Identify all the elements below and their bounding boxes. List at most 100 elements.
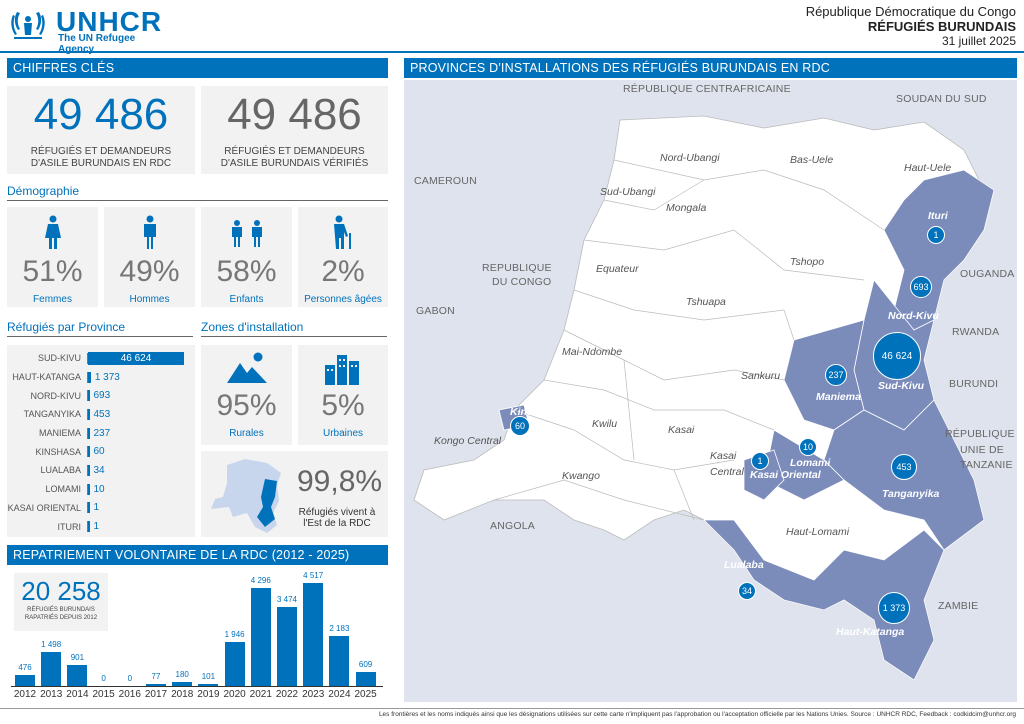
chart-bar [146, 684, 166, 686]
province-value: 453 [93, 408, 111, 420]
chart-tick-label: 2024 [328, 689, 351, 700]
refugee-count-bubble: 10 [799, 438, 817, 456]
country-label: DU CONGO [492, 276, 552, 288]
province-label: Kwilu [592, 418, 618, 430]
refugee-count-bubble: 237 [825, 364, 847, 386]
header-divider [0, 51, 1024, 53]
province-row: KINSHASA 60 [7, 442, 195, 461]
urban-pct: 5% [321, 389, 365, 422]
province-bar [88, 502, 90, 514]
chart-data-label: 1 946 [224, 629, 245, 639]
province-value: 34 [93, 464, 105, 476]
chart-tick-label: 2021 [249, 689, 272, 700]
province-name: NORD-KIVU [30, 390, 81, 401]
unhcr-logo: UNHCR The UN Refugee Agency [8, 6, 168, 55]
chart-bar [41, 651, 62, 686]
province-axis-tick [87, 408, 88, 420]
urban-box: 5% Urbaines [298, 345, 388, 445]
province-value: 1 373 [94, 371, 120, 383]
demo-men-box: 49% Hommes [104, 207, 195, 307]
country-label: RÉPUBLIQUE [945, 428, 1015, 440]
country-label: SOUDAN DU SUD [896, 93, 987, 105]
province-label: Lualaba [724, 559, 764, 571]
chart-data-label: 901 [70, 653, 85, 663]
chart-data-label: 0 [101, 674, 106, 683]
province-value: 237 [93, 427, 111, 439]
chart-tick-label: 2018 [171, 689, 194, 700]
refugee-count-bubble: 46 624 [873, 332, 921, 380]
province-label: Kongo Central [434, 435, 502, 447]
province-bar [88, 521, 90, 533]
drc-minimap-icon [211, 459, 281, 533]
province-name: LOMAMI [45, 484, 81, 495]
chart-data-label: 4 296 [250, 576, 271, 586]
province-label: Tshuapa [686, 296, 726, 308]
province-label: Equateur [596, 263, 639, 275]
province-value: 1 [93, 521, 100, 533]
country-label: BURUNDI [949, 378, 999, 390]
province-row: MANIEMA 237 [7, 424, 195, 443]
chart-tick-label: 2012 [13, 689, 37, 700]
chart-bar [224, 641, 245, 686]
province-bar [88, 408, 90, 420]
demo-elderly-box: 2% Personnes âgées [298, 207, 388, 307]
repat-total-box: 20 258 RÉFUGIÉS BURUNDAIS RAPATRIÉS DEPU… [14, 573, 108, 631]
country-label: OUGANDA [960, 268, 1015, 280]
country-label: REPUBLIQUE [482, 262, 552, 274]
chart-bar [250, 588, 271, 686]
demo-elderly-pct: 2% [321, 255, 365, 288]
chart-tick-label: 2013 [40, 689, 63, 700]
refugee-count-bubble: 34 [738, 582, 756, 600]
chart-tick-label: 2020 [223, 689, 246, 700]
refugee-count-bubble: 453 [891, 454, 917, 480]
total-refugees-label-2: D'ASILE BURUNDAIS EN RDC [30, 158, 172, 169]
total-refugees-label-1: RÉFUGIÉS ET DEMANDEURS [30, 146, 172, 157]
province-value: 60 [93, 446, 105, 458]
province-label: Sud-Ubangi [600, 186, 656, 198]
chart-bar [198, 683, 219, 686]
chart-tick-label: 2023 [302, 689, 325, 700]
province-label: Sankuru [741, 370, 781, 382]
province-name: SUD-KIVU [37, 353, 81, 364]
province-label: Mongala [666, 202, 707, 214]
man-icon [143, 215, 156, 249]
province-axis-tick [87, 352, 88, 364]
demo-elderly-label: Personnes âgées [304, 294, 382, 305]
province-bar [88, 483, 90, 495]
refugee-count-bubble: 1 [751, 452, 769, 470]
chart-bar [277, 606, 297, 686]
refugee-count-bubble: 1 [927, 226, 945, 244]
chart-tick-label: 2022 [275, 689, 299, 700]
rural-pct: 95% [216, 389, 277, 422]
province-axis-tick [87, 521, 88, 533]
province-label: Central [710, 466, 744, 478]
header-country: République Démocratique du Congo [805, 4, 1016, 19]
city-icon [325, 355, 359, 385]
province-name: HAUT-KATANGA [12, 372, 81, 383]
province-bar [88, 464, 90, 476]
province-axis-tick [87, 390, 88, 402]
chart-bar [67, 665, 88, 686]
country-label: RÉPUBLIQUE CENTRAFRICAINE [623, 83, 791, 95]
province-value: 1 [93, 502, 100, 514]
province-label: Kasai Oriental [750, 469, 821, 481]
chart-data-label: 3 474 [276, 594, 298, 604]
chart-bar [355, 672, 376, 686]
mountain-icon [226, 352, 267, 383]
chart-tick-label: 2017 [144, 689, 168, 700]
province-label: Bas-Uele [790, 154, 834, 166]
province-label: Haut-Uele [904, 162, 952, 174]
province-row: NORD-KIVU 693 [7, 386, 195, 405]
province-axis-tick [87, 427, 88, 439]
province-label: Nord-Kivu [888, 310, 939, 322]
province-name: MANIEMA [38, 428, 81, 439]
urban-label: Urbaines [322, 428, 364, 439]
rural-label: Rurales [229, 428, 264, 439]
chart-data-label: 0 [127, 674, 133, 683]
header-info: République Démocratique du Congo RÉFUGIÉ… [806, 4, 1016, 48]
province-row: LUALABA 34 [7, 461, 195, 480]
country-label: ZAMBIE [938, 600, 979, 612]
unhcr-logo-icon [11, 12, 45, 39]
province-label: Kasai [668, 424, 695, 436]
chart-bar [303, 583, 324, 686]
